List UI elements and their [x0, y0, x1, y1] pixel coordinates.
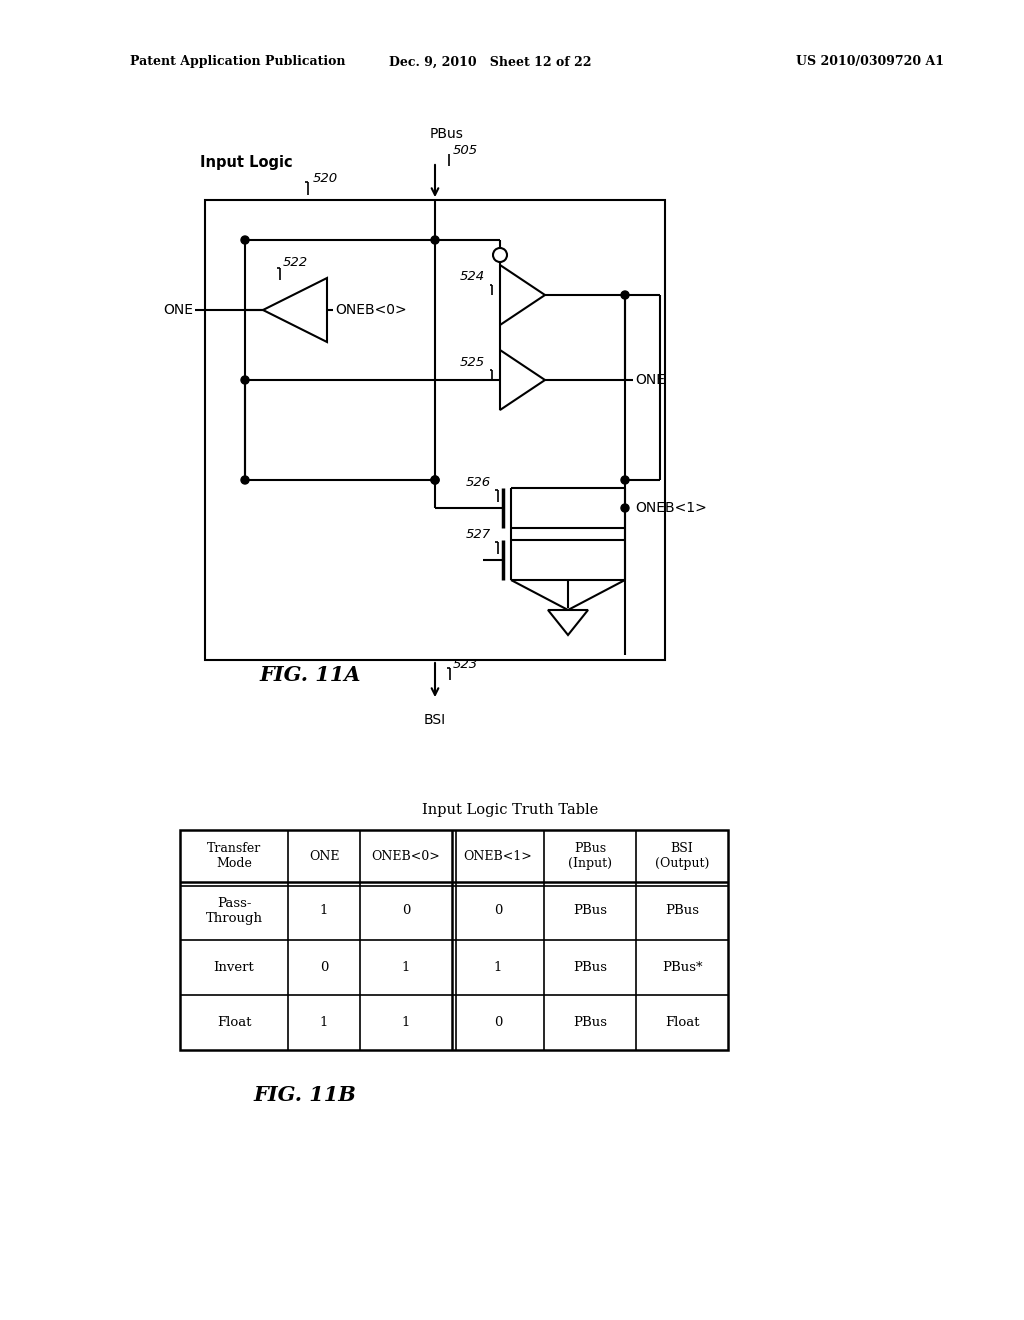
Text: Transfer
Mode: Transfer Mode — [207, 842, 261, 870]
Polygon shape — [500, 350, 545, 411]
Circle shape — [241, 376, 249, 384]
Circle shape — [621, 477, 629, 484]
Text: PBus: PBus — [665, 904, 699, 917]
Bar — [180, 830, 728, 1049]
Text: Patent Application Publication: Patent Application Publication — [130, 55, 345, 69]
Circle shape — [621, 504, 629, 512]
Circle shape — [431, 236, 439, 244]
Circle shape — [493, 248, 507, 261]
Text: 526: 526 — [466, 477, 490, 490]
Text: 1: 1 — [319, 1016, 328, 1030]
Text: 527: 527 — [466, 528, 490, 541]
Circle shape — [431, 477, 439, 484]
Text: 525: 525 — [460, 355, 485, 368]
Text: BSI: BSI — [424, 713, 446, 727]
Text: 523: 523 — [453, 659, 478, 672]
Text: PBus: PBus — [430, 127, 464, 141]
Text: US 2010/0309720 A1: US 2010/0309720 A1 — [796, 55, 944, 69]
Text: Float: Float — [217, 1016, 251, 1030]
Circle shape — [431, 477, 439, 484]
Text: PBus*: PBus* — [662, 961, 702, 974]
Text: 505: 505 — [453, 144, 478, 157]
Text: ONE: ONE — [163, 304, 193, 317]
Text: FIG. 11A: FIG. 11A — [259, 665, 360, 685]
Polygon shape — [263, 279, 327, 342]
Text: PBus
(Input): PBus (Input) — [568, 842, 612, 870]
Text: BSI
(Output): BSI (Output) — [654, 842, 710, 870]
Text: 1: 1 — [401, 1016, 411, 1030]
Text: FIG. 11B: FIG. 11B — [254, 1085, 356, 1105]
Text: Pass-
Through: Pass- Through — [206, 898, 262, 925]
Circle shape — [621, 290, 629, 300]
Text: 1: 1 — [319, 904, 328, 917]
Text: ONEB<1>: ONEB<1> — [635, 502, 707, 515]
Text: Float: Float — [665, 1016, 699, 1030]
Text: ONE: ONE — [635, 374, 665, 387]
Text: PBus: PBus — [573, 1016, 607, 1030]
Text: 1: 1 — [401, 961, 411, 974]
Text: PBus: PBus — [573, 904, 607, 917]
Text: ONE: ONE — [309, 850, 339, 862]
Bar — [205, 201, 665, 660]
Text: 522: 522 — [283, 256, 308, 268]
Text: ONEB<0>: ONEB<0> — [335, 304, 407, 317]
Text: Dec. 9, 2010   Sheet 12 of 22: Dec. 9, 2010 Sheet 12 of 22 — [389, 55, 591, 69]
Text: 1: 1 — [494, 961, 502, 974]
Text: 0: 0 — [494, 1016, 502, 1030]
Text: 0: 0 — [494, 904, 502, 917]
Text: ONEB<1>: ONEB<1> — [464, 850, 532, 862]
Text: 524: 524 — [460, 271, 485, 284]
Polygon shape — [548, 610, 588, 635]
Text: PBus: PBus — [573, 961, 607, 974]
Text: Invert: Invert — [214, 961, 254, 974]
Circle shape — [241, 477, 249, 484]
Text: Input Logic: Input Logic — [200, 154, 293, 169]
Text: 0: 0 — [401, 904, 411, 917]
Text: Input Logic Truth Table: Input Logic Truth Table — [422, 803, 598, 817]
Text: 520: 520 — [313, 172, 338, 185]
Text: ONEB<0>: ONEB<0> — [372, 850, 440, 862]
Text: 0: 0 — [319, 961, 328, 974]
Circle shape — [241, 236, 249, 244]
Polygon shape — [500, 265, 545, 325]
